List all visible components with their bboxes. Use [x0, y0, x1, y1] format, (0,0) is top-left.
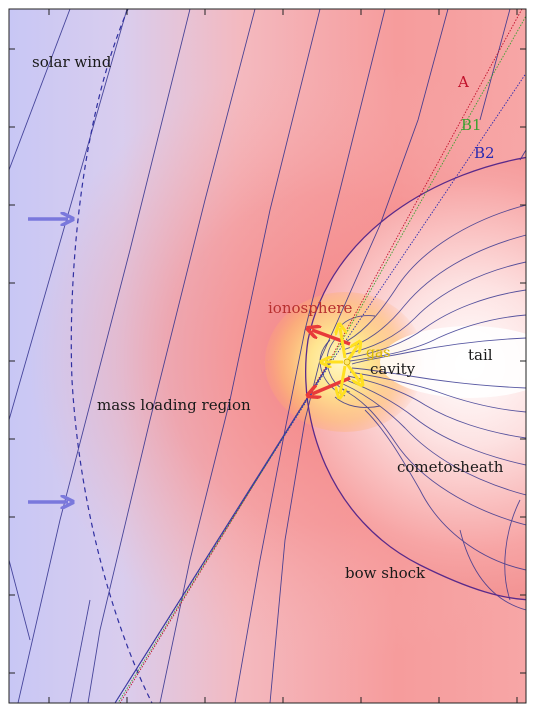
field-line	[459, 529, 526, 611]
bow-shock-line	[305, 156, 526, 601]
field-line	[479, 9, 511, 121]
field-line	[9, 9, 71, 171]
field-line	[351, 337, 526, 365]
cavity-label: cavity	[370, 360, 416, 378]
field-line	[69, 599, 91, 703]
field-line	[159, 9, 321, 703]
mass-loading-region-label: mass loading region	[97, 396, 251, 414]
field-line	[339, 204, 526, 346]
field-line	[349, 371, 526, 413]
field-line	[17, 9, 191, 703]
gas-label: gas	[366, 345, 391, 361]
field-line	[269, 9, 449, 703]
tail-bright-region	[380, 326, 526, 398]
field-line	[87, 9, 256, 703]
field-line	[339, 387, 526, 526]
line-of-sight-lower	[114, 361, 331, 703]
plot-frame	[8, 8, 527, 704]
field-line	[342, 234, 526, 351]
solar-wind-label: solar wind	[32, 53, 112, 71]
field-line	[504, 499, 521, 601]
nucleus	[343, 358, 351, 366]
field-line	[347, 289, 526, 359]
mass-loading-boundary	[70, 9, 153, 703]
field-line	[345, 261, 526, 355]
ionosphere-label: ionosphere	[268, 299, 353, 317]
line-A-label: A	[457, 73, 469, 91]
field-line	[364, 409, 526, 571]
field-line	[342, 383, 526, 496]
bow-shock-label: bow shock	[345, 564, 426, 582]
yellow-arrow-icon	[340, 328, 345, 359]
tail-label: tail	[468, 346, 493, 364]
line-B1-label: B1	[461, 116, 482, 134]
yellow-arrow-icon	[340, 365, 345, 394]
field-line	[9, 559, 31, 641]
field-line	[345, 379, 526, 466]
yellow-arrow-icon	[345, 363, 360, 382]
cometosheath-label: cometosheath	[397, 458, 504, 476]
field-line	[347, 375, 526, 439]
line-B2-label: B2	[474, 144, 495, 162]
field-line	[351, 367, 526, 389]
frame-ticks	[9, 9, 526, 703]
field-line	[349, 314, 526, 362]
